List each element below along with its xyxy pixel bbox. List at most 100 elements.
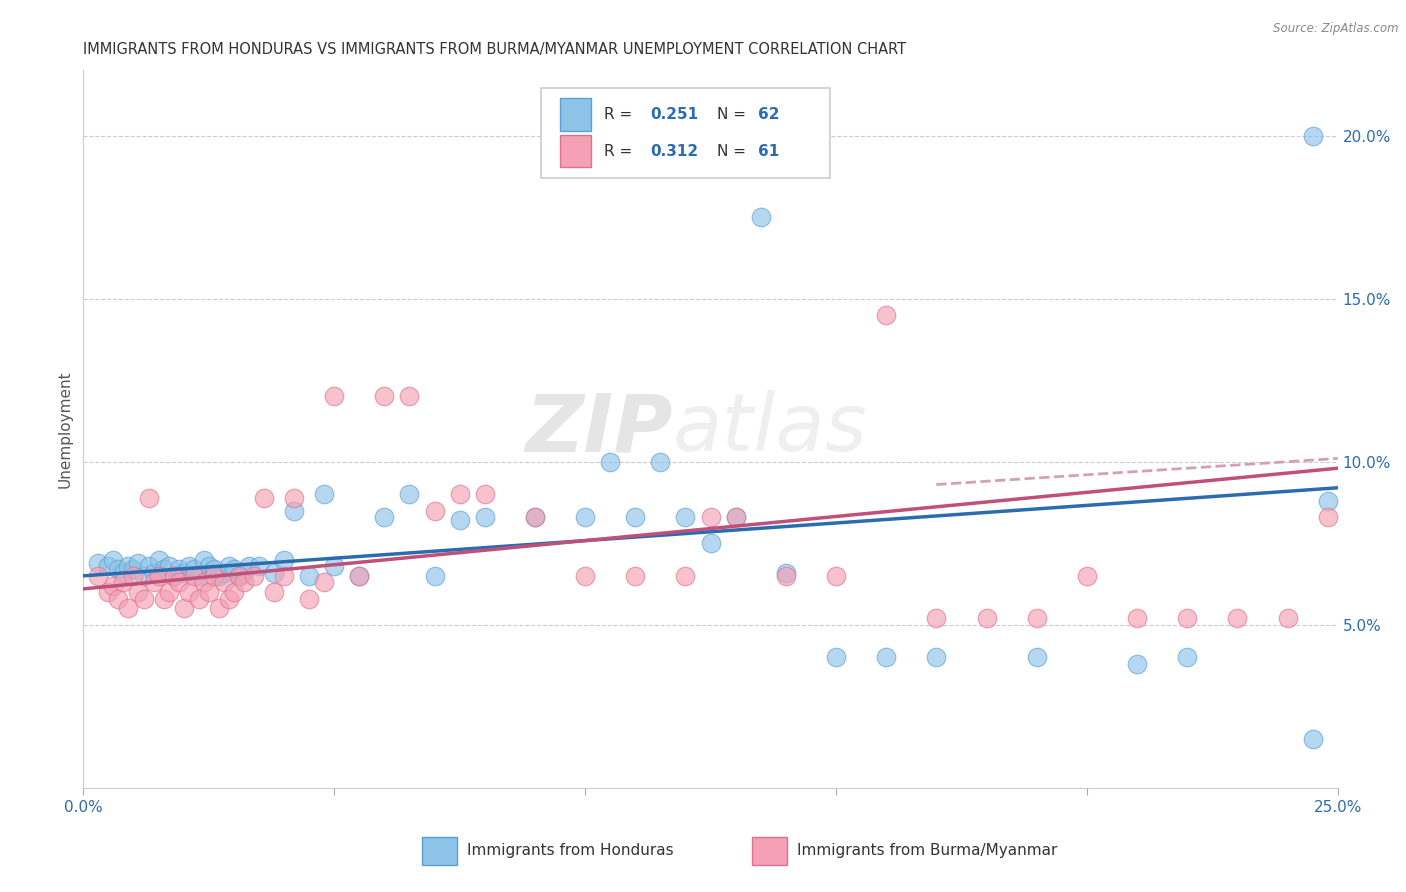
Point (724, 510, 747, 524)
Point (87, 556, 110, 570)
Point (323, 559, 346, 574)
Text: R =: R = (605, 144, 637, 159)
Point (138, 559, 160, 574)
Point (103, 552, 125, 566)
Point (1025, 650, 1047, 665)
Point (162, 569, 184, 583)
Point (699, 510, 721, 524)
Text: 0.251: 0.251 (651, 107, 699, 122)
Text: 61: 61 (758, 144, 779, 159)
Point (193, 575, 215, 590)
Point (449, 487, 471, 501)
Point (167, 562, 190, 576)
Point (208, 569, 231, 583)
Text: Immigrants from Burma/Myanmar: Immigrants from Burma/Myanmar (797, 844, 1057, 858)
Point (187, 591, 209, 606)
Point (132, 591, 155, 606)
Text: ZIP: ZIP (526, 390, 673, 468)
Point (152, 562, 174, 576)
Point (228, 569, 250, 583)
Point (699, 536, 721, 550)
Point (117, 559, 139, 574)
Point (875, 308, 897, 322)
Point (323, 389, 346, 403)
Point (423, 503, 446, 517)
Point (283, 491, 305, 505)
Point (167, 575, 190, 590)
Point (1025, 611, 1047, 625)
Point (925, 650, 948, 665)
Point (202, 569, 225, 583)
Point (253, 491, 276, 505)
Point (107, 562, 129, 576)
Point (273, 569, 295, 583)
Point (132, 569, 155, 583)
Point (148, 569, 170, 583)
Point (1126, 657, 1149, 671)
Point (112, 566, 135, 580)
Point (127, 556, 149, 570)
Point (314, 575, 336, 590)
Point (1316, 493, 1339, 508)
Point (298, 569, 321, 583)
Point (373, 510, 395, 524)
Point (232, 575, 254, 590)
FancyBboxPatch shape (560, 98, 592, 131)
Point (749, 210, 772, 224)
Point (574, 569, 596, 583)
Point (117, 601, 139, 615)
Point (650, 455, 672, 469)
Point (183, 562, 205, 576)
Point (97, 585, 120, 599)
Text: N =: N = (717, 107, 751, 122)
Point (1226, 611, 1249, 625)
Point (142, 566, 165, 580)
Point (212, 575, 235, 590)
Point (212, 566, 235, 580)
Point (523, 510, 546, 524)
Point (373, 389, 395, 403)
Point (1316, 510, 1339, 524)
Text: 0.312: 0.312 (651, 144, 699, 159)
Point (152, 591, 174, 606)
Text: atlas: atlas (673, 390, 868, 468)
Point (243, 569, 266, 583)
Point (197, 585, 219, 599)
Point (193, 552, 215, 566)
Point (298, 591, 321, 606)
Point (162, 569, 184, 583)
Point (148, 552, 170, 566)
Point (107, 591, 129, 606)
Point (624, 510, 647, 524)
Point (187, 569, 209, 583)
Point (574, 510, 596, 524)
Point (222, 585, 245, 599)
Point (232, 566, 254, 580)
Point (173, 601, 195, 615)
Point (138, 491, 160, 505)
Point (1076, 569, 1098, 583)
Point (218, 559, 240, 574)
Point (197, 559, 219, 574)
Text: Immigrants from Honduras: Immigrants from Honduras (467, 844, 673, 858)
Point (825, 569, 848, 583)
Point (314, 487, 336, 501)
Point (103, 579, 125, 593)
Text: IMMIGRANTS FROM HONDURAS VS IMMIGRANTS FROM BURMA/MYANMAR UNEMPLOYMENT CORRELATI: IMMIGRANTS FROM HONDURAS VS IMMIGRANTS F… (83, 42, 907, 57)
Point (112, 575, 135, 590)
Point (349, 569, 371, 583)
Point (925, 611, 948, 625)
Point (222, 562, 245, 576)
Point (157, 559, 180, 574)
Point (263, 566, 285, 580)
Point (675, 569, 697, 583)
Point (1302, 731, 1324, 746)
Point (775, 569, 797, 583)
Point (523, 510, 546, 524)
Point (208, 601, 231, 615)
Point (122, 562, 145, 576)
Point (142, 575, 165, 590)
Point (1126, 611, 1149, 625)
Text: N =: N = (717, 144, 751, 159)
Point (724, 510, 747, 524)
